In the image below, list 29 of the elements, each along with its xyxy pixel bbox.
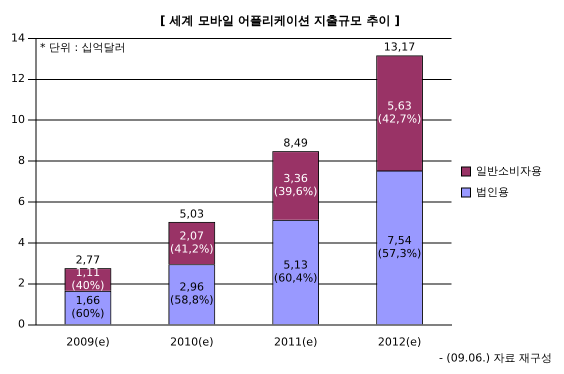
y-tick-label: 14	[10, 31, 25, 44]
text: - (09.06.) 자료 재구성	[438, 351, 552, 364]
y-tick-label: 4	[18, 236, 25, 249]
x-tick-label: 2012(e)	[378, 335, 422, 348]
data-label: 5,13 (60,4%)	[274, 258, 318, 284]
y-tick-label: 10	[10, 113, 25, 126]
data-label: 1,11 (40%)	[71, 266, 104, 292]
legend-label: 일반소비자용	[476, 164, 542, 178]
x-tick-label: 2011(e)	[274, 335, 318, 348]
y-tick-label: 2	[18, 276, 25, 290]
total-label: 13,17	[384, 40, 416, 54]
total-label: 5,03	[180, 207, 204, 220]
chart-title: [ 세계 모바일 어플리케이션 지출규모 추이 ]	[160, 13, 400, 28]
x-tick-label: 2010(e)	[170, 335, 214, 348]
y-tick-label: 12	[10, 72, 25, 86]
data-label: 1,66 (60%)	[71, 294, 104, 320]
data-label: 3,36 (39,6%)	[274, 172, 318, 198]
total-label: 2,77	[76, 253, 100, 266]
y-tick-label: 8	[18, 154, 25, 167]
data-label: 7,54 (57,3%)	[378, 234, 422, 260]
legend-label: 법인용	[476, 185, 509, 198]
data-label: 2,96 (58,8%)	[170, 280, 214, 307]
total-label: 8,49	[283, 136, 308, 150]
data-label: 5,63 (42,7%)	[378, 99, 422, 126]
y-tick-label: 6	[18, 194, 25, 208]
annotation: * 단위 : 십억달러	[40, 40, 126, 54]
data-label: 2,07 (41,2%)	[170, 229, 214, 256]
x-tick-label: 2009(e)	[66, 335, 110, 348]
y-tick-label: 0	[18, 318, 25, 331]
